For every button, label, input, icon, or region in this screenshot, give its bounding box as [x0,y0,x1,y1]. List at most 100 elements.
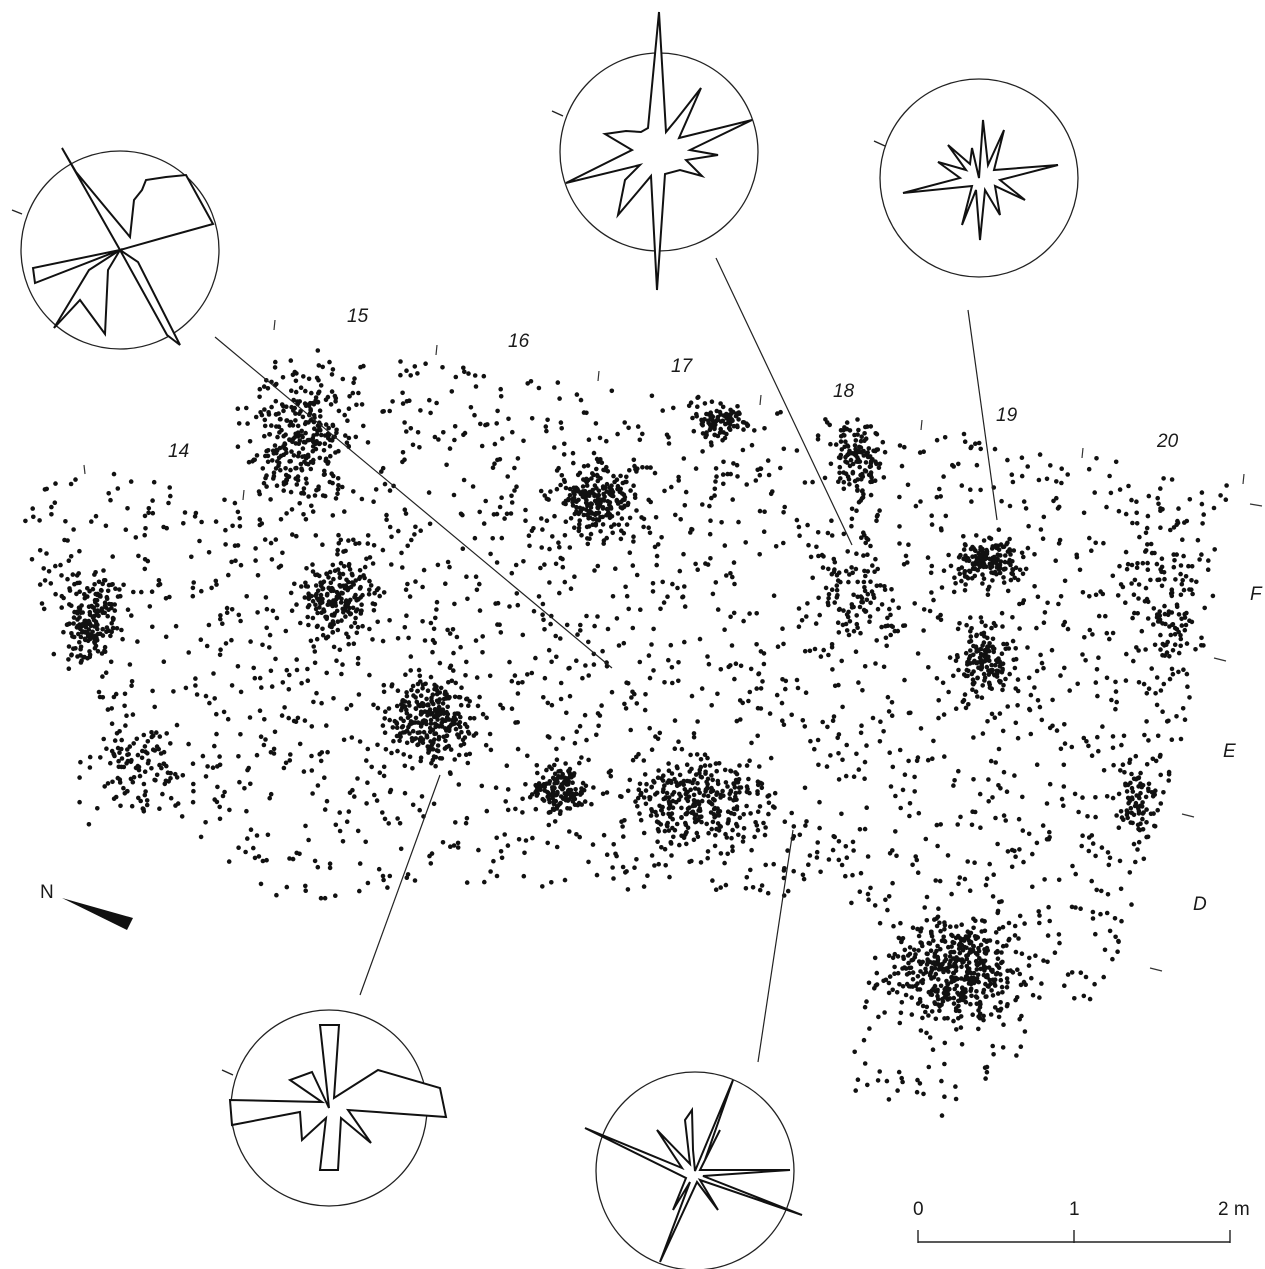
artefact-point [520,632,526,638]
artefact-point [999,984,1005,990]
artefact-point [380,810,385,815]
artefact-point [862,1061,868,1066]
artefact-point [284,450,289,456]
artefact-point [440,701,446,706]
artefact-point [313,398,318,404]
artefact-point [1113,679,1118,685]
artefact-point [180,773,186,778]
artefact-point [930,960,935,966]
artefact-point [755,733,760,739]
artefact-point [886,980,892,986]
artefact-point [575,632,580,637]
artefact-point [395,816,400,821]
artefact-point [1012,773,1017,778]
artefact-point [453,726,459,732]
artefact-point [695,719,700,724]
artefact-point [934,494,940,500]
artefact-point [359,402,365,407]
artefact-point [308,638,314,644]
artefact-point [953,658,959,663]
artefact-point [279,713,285,718]
artefact-point [902,947,908,953]
artefact-point [1069,744,1075,750]
artefact-point [1132,577,1138,583]
artefact-point [1052,950,1058,955]
artefact-point [283,628,289,634]
artefact-point [1151,606,1157,611]
artefact-point [1158,486,1163,491]
artefact-point [959,991,965,997]
artefact-point [288,458,294,464]
artefact-point [1038,652,1043,658]
artefact-point [434,599,440,605]
artefact-point [968,648,973,653]
artefact-point [1135,822,1141,828]
artefact-point [571,495,577,501]
artefact-point [669,665,675,670]
artefact-point [873,431,878,436]
artefact-point [941,474,946,479]
artefact-point [941,568,947,573]
artefact-point [1190,591,1195,597]
artefact-point [306,454,311,459]
artefact-point [1037,913,1042,918]
artefact-point [1187,695,1192,700]
artefact-point [847,572,852,577]
artefact-point [341,737,347,743]
artefact-point [616,522,622,528]
artefact-point [267,645,272,650]
artefact-point [1118,809,1124,814]
artefact-point [1077,567,1083,573]
artefact-point [618,536,624,542]
artefact-point [1135,561,1140,566]
artefact-point [705,855,710,861]
artefact-point [593,521,599,526]
artefact-point [1034,625,1039,631]
artefact-point [854,613,859,618]
artefact-point [521,559,526,564]
artefact-point [975,972,981,978]
artefact-point [112,602,117,607]
artefact-point [714,408,720,414]
artefact-point [999,651,1005,656]
artefact-point [267,432,272,437]
artefact-point [863,540,868,546]
artefact-point [897,1020,903,1026]
artefact-point [313,602,318,608]
artefact-point [948,958,953,964]
artefact-point [558,696,564,702]
artefact-point [1045,600,1050,606]
artefact-point [591,450,597,456]
artefact-point [951,783,956,788]
artefact-point [394,725,400,730]
artefact-point [886,709,892,714]
artefact-point [758,686,764,691]
column-label-18: 18 [833,381,855,402]
artefact-point [993,760,998,765]
artefact-point [346,406,352,412]
artefact-point [322,471,328,477]
artefact-point [112,738,118,743]
artefact-point [602,485,608,491]
artefact-point [1152,823,1157,829]
artefact-point [145,739,151,744]
artefact-point [896,605,901,611]
artefact-point [836,630,842,635]
artefact-point [434,607,439,612]
artefact-point [864,597,870,603]
artefact-point [1081,510,1087,516]
artefact-point [273,359,278,365]
artefact-point [959,922,964,927]
artefact-point [970,544,975,550]
artefact-point [857,889,863,894]
artefact-point [939,1078,944,1084]
artefact-point [729,643,735,648]
artefact-point [536,787,541,792]
artefact-point [567,493,573,498]
artefact-point [594,517,599,522]
artefact-point [1130,520,1135,526]
artefact-point [381,590,387,595]
artefact-point [1018,1044,1024,1049]
artefact-point [1020,600,1026,606]
artefact-point [618,473,623,479]
